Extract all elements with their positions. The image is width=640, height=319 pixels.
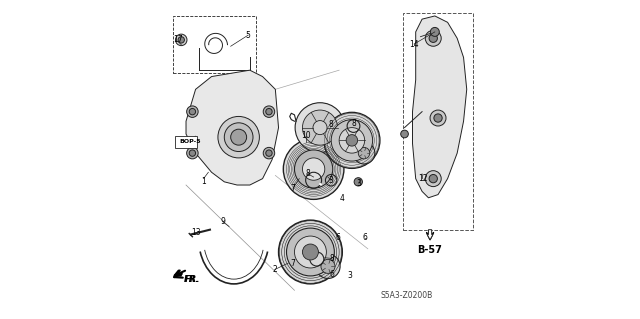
Circle shape bbox=[303, 244, 319, 260]
Circle shape bbox=[429, 174, 437, 183]
Circle shape bbox=[401, 130, 408, 138]
Circle shape bbox=[189, 108, 196, 115]
Text: 3: 3 bbox=[348, 271, 352, 280]
Circle shape bbox=[425, 171, 441, 187]
Circle shape bbox=[429, 34, 437, 42]
Polygon shape bbox=[427, 230, 433, 240]
Text: 13: 13 bbox=[191, 228, 200, 237]
Circle shape bbox=[263, 106, 275, 117]
Circle shape bbox=[339, 128, 365, 153]
Text: S5A3-Z0200B: S5A3-Z0200B bbox=[381, 291, 433, 300]
Text: 8: 8 bbox=[351, 119, 356, 128]
Circle shape bbox=[187, 147, 198, 159]
Text: 14: 14 bbox=[410, 40, 419, 48]
Circle shape bbox=[425, 30, 441, 46]
Text: 6: 6 bbox=[336, 233, 340, 242]
Circle shape bbox=[189, 150, 196, 156]
Circle shape bbox=[294, 236, 326, 268]
Circle shape bbox=[263, 147, 275, 159]
Circle shape bbox=[266, 150, 272, 156]
Text: 6: 6 bbox=[362, 233, 367, 242]
Circle shape bbox=[284, 139, 344, 199]
Text: 6: 6 bbox=[330, 271, 334, 279]
Text: 8: 8 bbox=[330, 254, 334, 263]
Text: 7: 7 bbox=[291, 184, 295, 193]
Text: 12: 12 bbox=[418, 174, 428, 183]
Text: 8: 8 bbox=[329, 120, 333, 129]
Circle shape bbox=[313, 121, 327, 135]
Text: 7: 7 bbox=[291, 259, 295, 268]
Circle shape bbox=[331, 120, 372, 161]
Circle shape bbox=[175, 34, 187, 46]
Bar bbox=[173, 16, 256, 73]
Circle shape bbox=[187, 106, 198, 117]
Circle shape bbox=[321, 259, 335, 273]
Circle shape bbox=[295, 103, 345, 152]
Circle shape bbox=[230, 129, 246, 145]
Circle shape bbox=[346, 135, 358, 146]
Circle shape bbox=[430, 27, 439, 36]
Text: 5: 5 bbox=[246, 31, 251, 40]
Circle shape bbox=[430, 110, 446, 126]
Circle shape bbox=[324, 112, 380, 168]
Text: 3: 3 bbox=[329, 176, 333, 185]
Circle shape bbox=[224, 123, 253, 152]
Text: 8: 8 bbox=[305, 169, 310, 178]
Circle shape bbox=[294, 150, 333, 188]
Polygon shape bbox=[413, 16, 467, 198]
Polygon shape bbox=[186, 70, 278, 185]
Circle shape bbox=[303, 110, 337, 145]
Bar bbox=[175, 136, 196, 148]
Text: FR.: FR. bbox=[184, 275, 200, 284]
Circle shape bbox=[358, 147, 370, 159]
Text: FR.: FR. bbox=[184, 275, 199, 284]
Circle shape bbox=[303, 158, 324, 180]
Text: 17: 17 bbox=[173, 35, 183, 44]
Text: BOP-5: BOP-5 bbox=[179, 139, 200, 144]
Text: B-57: B-57 bbox=[418, 245, 442, 256]
Circle shape bbox=[287, 228, 334, 276]
Bar bbox=[403, 13, 473, 230]
Text: 3: 3 bbox=[356, 179, 362, 188]
Circle shape bbox=[278, 220, 342, 284]
Circle shape bbox=[354, 178, 362, 186]
Circle shape bbox=[266, 108, 272, 115]
Text: 1: 1 bbox=[201, 177, 206, 186]
Circle shape bbox=[316, 254, 340, 278]
Text: 9: 9 bbox=[220, 217, 225, 226]
Text: 2: 2 bbox=[273, 265, 277, 274]
Circle shape bbox=[178, 37, 184, 43]
Text: 4: 4 bbox=[339, 194, 344, 203]
Circle shape bbox=[353, 142, 375, 164]
Circle shape bbox=[218, 116, 259, 158]
Text: 10: 10 bbox=[301, 131, 310, 140]
Circle shape bbox=[434, 114, 442, 122]
